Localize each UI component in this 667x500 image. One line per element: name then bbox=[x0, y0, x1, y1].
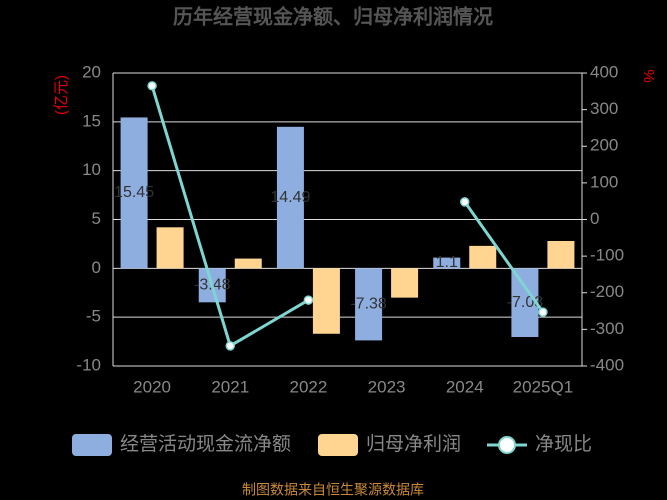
x-tick-label: 2021 bbox=[211, 377, 249, 396]
y2-tick-label: 0 bbox=[590, 209, 599, 228]
y2-tick-label: 400 bbox=[590, 62, 618, 81]
y-tick-label: 15 bbox=[82, 111, 101, 130]
bar bbox=[433, 257, 461, 269]
line bbox=[463, 201, 545, 314]
y-axis-label: (亿元) bbox=[53, 75, 70, 115]
y2-tick-label: -200 bbox=[590, 282, 624, 301]
bar bbox=[511, 268, 539, 337]
y-tick-label: 20 bbox=[82, 62, 101, 81]
bar bbox=[276, 126, 304, 269]
y2-axis-label: % bbox=[640, 69, 657, 82]
line-marker bbox=[538, 307, 548, 317]
value-label: 1.1 bbox=[436, 254, 458, 271]
bar bbox=[234, 258, 262, 269]
bar bbox=[391, 268, 419, 298]
y-tick-label: -5 bbox=[86, 307, 101, 326]
line-marker bbox=[303, 295, 314, 305]
x-tick-label: 2025Q1 bbox=[513, 377, 574, 396]
x-tick-label: 2023 bbox=[368, 377, 406, 396]
legend-swatch bbox=[318, 434, 358, 456]
line-marker bbox=[225, 341, 235, 351]
value-label: -7.38 bbox=[350, 296, 387, 313]
y-tick-label: 0 bbox=[92, 258, 101, 277]
y2-tick-label: 300 bbox=[590, 99, 618, 118]
legend-swatch bbox=[72, 434, 112, 456]
y2-tick-label: -300 bbox=[590, 319, 624, 338]
source-note: 制图数据来自恒生聚源数据库 bbox=[242, 482, 424, 498]
y2-tick-label: -100 bbox=[590, 246, 624, 265]
x-tick-label: 2024 bbox=[446, 377, 484, 396]
x-tick-label: 2022 bbox=[290, 377, 328, 396]
bar bbox=[547, 240, 575, 269]
legend-label: 净现比 bbox=[535, 433, 592, 455]
y-tick-label: -10 bbox=[76, 355, 101, 374]
y2-tick-label: -400 bbox=[590, 355, 624, 374]
y-tick-label: 10 bbox=[82, 160, 101, 179]
legend-marker bbox=[498, 436, 516, 454]
bar bbox=[469, 245, 497, 269]
bar bbox=[120, 117, 148, 269]
y2-tick-label: 100 bbox=[590, 172, 618, 191]
y-tick-label: 5 bbox=[92, 209, 101, 228]
line-marker bbox=[460, 197, 470, 207]
bar bbox=[355, 268, 383, 341]
x-tick-label: 2020 bbox=[133, 377, 171, 396]
line-marker bbox=[147, 81, 157, 91]
chart-title: 历年经营现金净额、归母净利润情况 bbox=[173, 4, 493, 28]
bar bbox=[156, 227, 184, 269]
y2-tick-label: 200 bbox=[590, 136, 618, 155]
bar bbox=[312, 268, 340, 334]
legend-label: 归母净利润 bbox=[366, 433, 461, 455]
value-label: 15.45 bbox=[114, 184, 154, 201]
legend-label: 经营活动现金流净额 bbox=[120, 433, 291, 455]
value-label: 14.49 bbox=[270, 189, 310, 206]
